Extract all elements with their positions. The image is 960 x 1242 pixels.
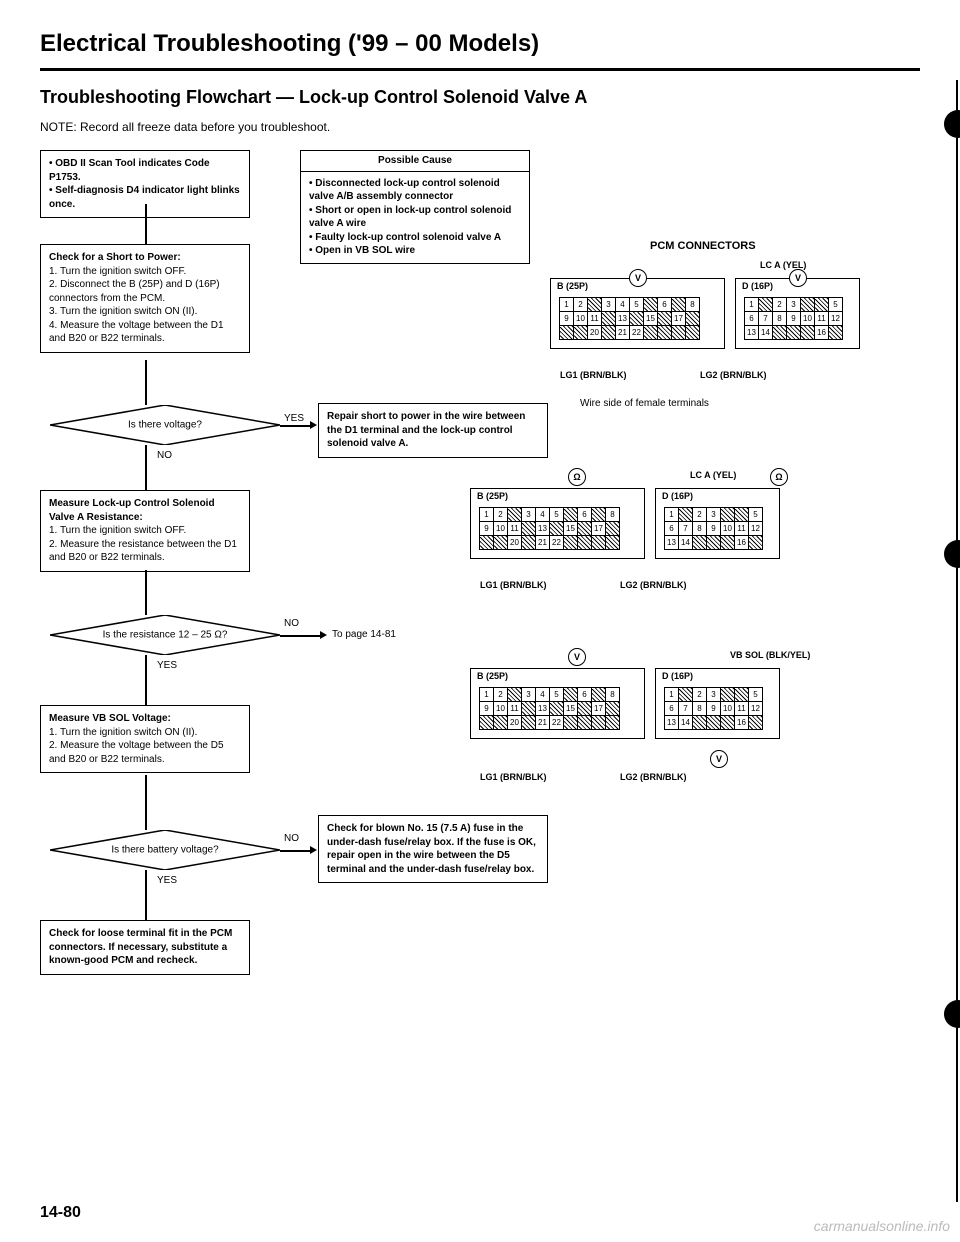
measure-res-s1: 1. Turn the ignition switch OFF. xyxy=(49,524,241,538)
b25p-label-1: B (25P) xyxy=(557,281,588,291)
cause3: • Faulty lock-up control solenoid valve … xyxy=(309,232,501,243)
d16p-label-1: D (16P) xyxy=(742,281,773,291)
d16p-pins-2: 1235 6789101112 131416 xyxy=(664,507,763,550)
edge-yes-1: YES xyxy=(282,413,306,424)
box-check-loose: Check for loose terminal fit in the PCM … xyxy=(40,920,250,975)
cause2: • Short or open in lock-up control solen… xyxy=(309,205,511,230)
measure-res-s2: 2. Measure the resistance between the D1… xyxy=(49,538,241,565)
lg1-label-1: LG1 (BRN/BLK) xyxy=(560,370,627,380)
page-number: 14-80 xyxy=(40,1204,81,1222)
measure-vb-s2: 2. Measure the voltage between the D5 an… xyxy=(49,739,241,766)
decision-battery-label: Is there battery voltage? xyxy=(73,845,257,856)
decision-resistance: Is the resistance 12 – 25 Ω? xyxy=(50,615,280,655)
start-line1: • OBD II Scan Tool indicates Code P1753. xyxy=(49,158,210,183)
wire-side-label: Wire side of female terminals xyxy=(580,398,709,409)
title-rule xyxy=(40,68,920,71)
cause1: • Disconnected lock-up control solenoid … xyxy=(309,178,500,203)
possible-cause-title: Possible Cause xyxy=(301,151,529,172)
measure-vb-s1: 1. Turn the ignition switch ON (II). xyxy=(49,726,241,740)
d16p-pins-3: 1235 6789101112 131416 xyxy=(664,687,763,730)
check-short-title: Check for a Short to Power: xyxy=(49,252,181,263)
check-loose-text: Check for loose terminal fit in the PCM … xyxy=(49,928,232,966)
vbsol-label: VB SOL (BLK/YEL) xyxy=(730,650,810,660)
box-repair-short: Repair short to power in the wire betwee… xyxy=(318,403,548,458)
box-measure-vbsol: Measure VB SOL Voltage: 1. Turn the igni… xyxy=(40,705,250,773)
b25p-label-2: B (25P) xyxy=(477,491,508,501)
diagram-area: • OBD II Scan Tool indicates Code P1753.… xyxy=(40,150,920,1130)
edge-no-3: NO xyxy=(282,833,301,844)
check-short-s4: 4. Measure the voltage between the D1 an… xyxy=(49,319,241,346)
d16p-label-3: D (16P) xyxy=(662,671,693,681)
box-check-short: Check for a Short to Power: 1. Turn the … xyxy=(40,244,250,353)
edge-no-2: NO xyxy=(282,618,301,629)
binder-tab-3 xyxy=(944,1000,960,1028)
lg1-label-3: LG1 (BRN/BLK) xyxy=(480,772,547,782)
edge-yes-3: YES xyxy=(155,875,179,886)
decision-battery: Is there battery voltage? xyxy=(50,830,280,870)
to-page-label: To page 14-81 xyxy=(332,629,396,640)
binder-tab-1 xyxy=(944,110,960,138)
box-possible-cause: Possible Cause • Disconnected lock-up co… xyxy=(300,150,530,264)
box-check-fuse: Check for blown No. 15 (7.5 A) fuse in t… xyxy=(318,815,548,883)
lca-label-2: LC A (YEL) xyxy=(690,470,736,480)
decision-voltage-label: Is there voltage? xyxy=(73,420,257,431)
check-fuse-text: Check for blown No. 15 (7.5 A) fuse in t… xyxy=(327,823,536,875)
measure-vb-title: Measure VB SOL Voltage: xyxy=(49,713,171,724)
pcm-connectors-title: PCM CONNECTORS xyxy=(650,240,756,252)
lg2-label-3: LG2 (BRN/BLK) xyxy=(620,772,687,782)
check-short-s3: 3. Turn the ignition switch ON (II). xyxy=(49,305,241,319)
edge-yes-2: YES xyxy=(155,660,179,671)
check-short-s2: 2. Disconnect the B (25P) and D (16P) co… xyxy=(49,278,241,305)
b25p-pins-2: 1234568 91011131517 202122 xyxy=(479,507,620,550)
measure-res-title: Measure Lock-up Control Solenoid Valve A… xyxy=(49,498,215,523)
edge-no-1: NO xyxy=(155,450,174,461)
cause4: • Open in VB SOL wire xyxy=(309,245,415,256)
d16p-pins-1: 1235 6789101112 131416 xyxy=(744,297,843,340)
decision-resistance-label: Is the resistance 12 – 25 Ω? xyxy=(73,630,257,641)
check-short-s1: 1. Turn the ignition switch OFF. xyxy=(49,265,241,279)
right-bar xyxy=(956,80,960,1202)
flowchart-subtitle: Troubleshooting Flowchart — Lock-up Cont… xyxy=(40,87,920,108)
lg2-label-1: LG2 (BRN/BLK) xyxy=(700,370,767,380)
repair-short-text: Repair short to power in the wire betwee… xyxy=(327,411,525,449)
decision-voltage: Is there voltage? xyxy=(50,405,280,445)
d16p-label-2: D (16P) xyxy=(662,491,693,501)
lg2-label-2: LG2 (BRN/BLK) xyxy=(620,580,687,590)
lg1-label-2: LG1 (BRN/BLK) xyxy=(480,580,547,590)
b25p-pins-3: 1234568 91011131517 202122 xyxy=(479,687,620,730)
note-text: NOTE: Record all freeze data before you … xyxy=(40,120,920,134)
binder-tab-2 xyxy=(944,540,960,568)
watermark: carmanualsonline.info xyxy=(814,1218,950,1234)
b25p-label-3: B (25P) xyxy=(477,671,508,681)
box-measure-resistance: Measure Lock-up Control Solenoid Valve A… xyxy=(40,490,250,572)
b25p-pins-1: 1234568 91011131517 202122 xyxy=(559,297,700,340)
page-title: Electrical Troubleshooting ('99 – 00 Mod… xyxy=(40,30,920,58)
